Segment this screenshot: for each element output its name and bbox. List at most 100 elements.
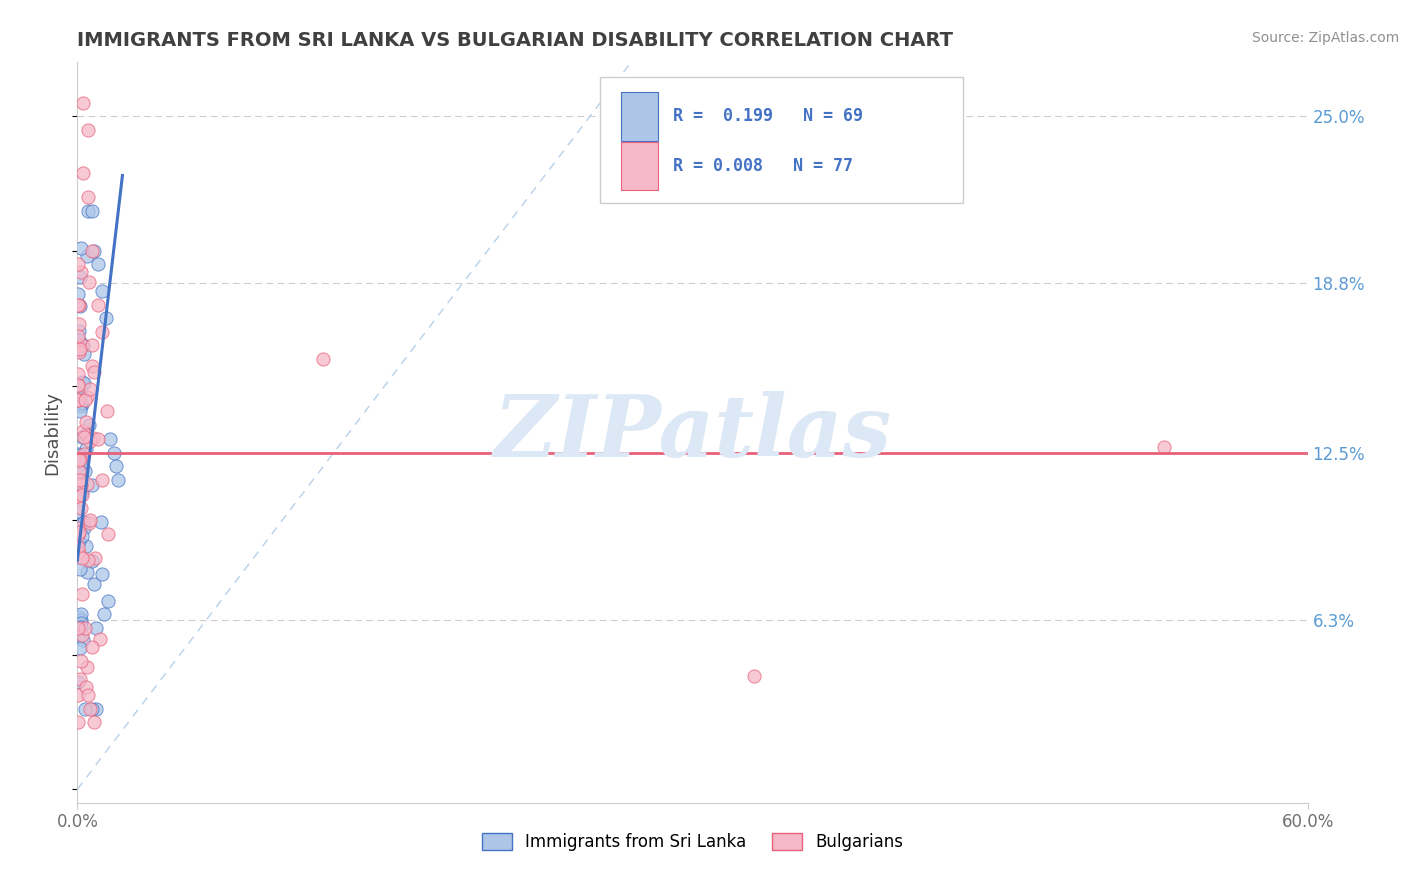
Point <box>73 447 96 461</box>
Point <box>70 265 93 279</box>
Point <box>77 417 100 432</box>
Point <box>76 190 98 204</box>
Point <box>67 518 90 533</box>
Point <box>70 452 93 467</box>
Point <box>66 541 89 555</box>
Point <box>66 674 89 689</box>
Point <box>67 324 90 338</box>
Point <box>66 367 89 381</box>
Point <box>69 615 91 630</box>
Point <box>67 333 90 347</box>
Point <box>80 701 103 715</box>
Point <box>67 287 90 301</box>
Text: Source: ZipAtlas.com: Source: ZipAtlas.com <box>1251 31 1399 45</box>
Point <box>89 632 111 646</box>
Point <box>66 342 89 356</box>
Point <box>66 521 89 535</box>
Point <box>69 270 91 285</box>
Point <box>66 504 89 518</box>
Point <box>67 345 90 359</box>
Point <box>75 442 97 456</box>
Point <box>67 453 90 467</box>
Point <box>76 688 98 702</box>
Text: R =  0.199   N = 69: R = 0.199 N = 69 <box>673 108 863 126</box>
Point <box>76 122 98 136</box>
Point <box>69 448 91 462</box>
Point <box>70 399 93 413</box>
Point <box>83 551 105 566</box>
Point <box>73 521 96 535</box>
Point <box>742 669 765 683</box>
Point <box>80 359 103 373</box>
Point <box>73 430 96 444</box>
Point <box>72 632 94 647</box>
Point <box>80 244 103 258</box>
Point <box>69 451 91 466</box>
Point <box>79 513 101 527</box>
Point <box>67 464 90 478</box>
Point <box>107 473 129 487</box>
Point <box>75 621 97 635</box>
Point <box>66 528 89 542</box>
Point <box>90 515 112 529</box>
Point <box>76 203 98 218</box>
Point <box>66 257 89 271</box>
Point <box>72 95 94 110</box>
Point <box>69 473 91 487</box>
Point <box>79 382 101 396</box>
Point <box>70 487 93 501</box>
Point <box>82 478 104 492</box>
Point <box>69 562 91 576</box>
Point <box>79 516 101 530</box>
Point <box>70 396 93 410</box>
Point <box>73 346 96 360</box>
Text: IMMIGRANTS FROM SRI LANKA VS BULGARIAN DISABILITY CORRELATION CHART: IMMIGRANTS FROM SRI LANKA VS BULGARIAN D… <box>77 31 953 50</box>
Point <box>82 431 104 445</box>
Point <box>105 459 128 474</box>
Point <box>70 484 93 499</box>
Point <box>83 244 105 258</box>
Point <box>87 433 110 447</box>
Point <box>70 529 93 543</box>
Point <box>90 566 114 581</box>
Point <box>67 620 90 634</box>
Point <box>75 426 97 441</box>
Point <box>82 640 104 655</box>
Point <box>67 298 90 312</box>
Point <box>70 397 93 411</box>
Point <box>83 714 105 729</box>
Point <box>67 630 90 644</box>
Point <box>87 298 110 312</box>
Point <box>312 351 335 366</box>
Point <box>70 338 93 352</box>
Point <box>67 318 90 332</box>
Point <box>76 660 98 674</box>
Point <box>84 701 107 715</box>
Point <box>76 390 98 404</box>
Point <box>67 525 90 540</box>
FancyBboxPatch shape <box>621 93 658 141</box>
Point <box>90 325 114 339</box>
Point <box>70 240 93 254</box>
Point <box>76 566 98 580</box>
Point <box>67 391 90 405</box>
Point <box>66 329 89 343</box>
Point <box>67 534 90 549</box>
Point <box>1153 441 1175 455</box>
Point <box>77 553 100 567</box>
Point <box>90 473 114 487</box>
Point <box>76 476 98 491</box>
Point <box>70 375 93 389</box>
Point <box>80 203 103 218</box>
Point <box>79 434 101 448</box>
Point <box>97 594 120 608</box>
Point <box>70 628 93 642</box>
Point <box>76 249 98 263</box>
FancyBboxPatch shape <box>600 78 963 203</box>
Point <box>69 342 91 356</box>
Point <box>67 609 90 624</box>
FancyBboxPatch shape <box>621 142 658 190</box>
Point <box>84 621 107 635</box>
Point <box>67 392 90 407</box>
Point <box>76 429 98 443</box>
